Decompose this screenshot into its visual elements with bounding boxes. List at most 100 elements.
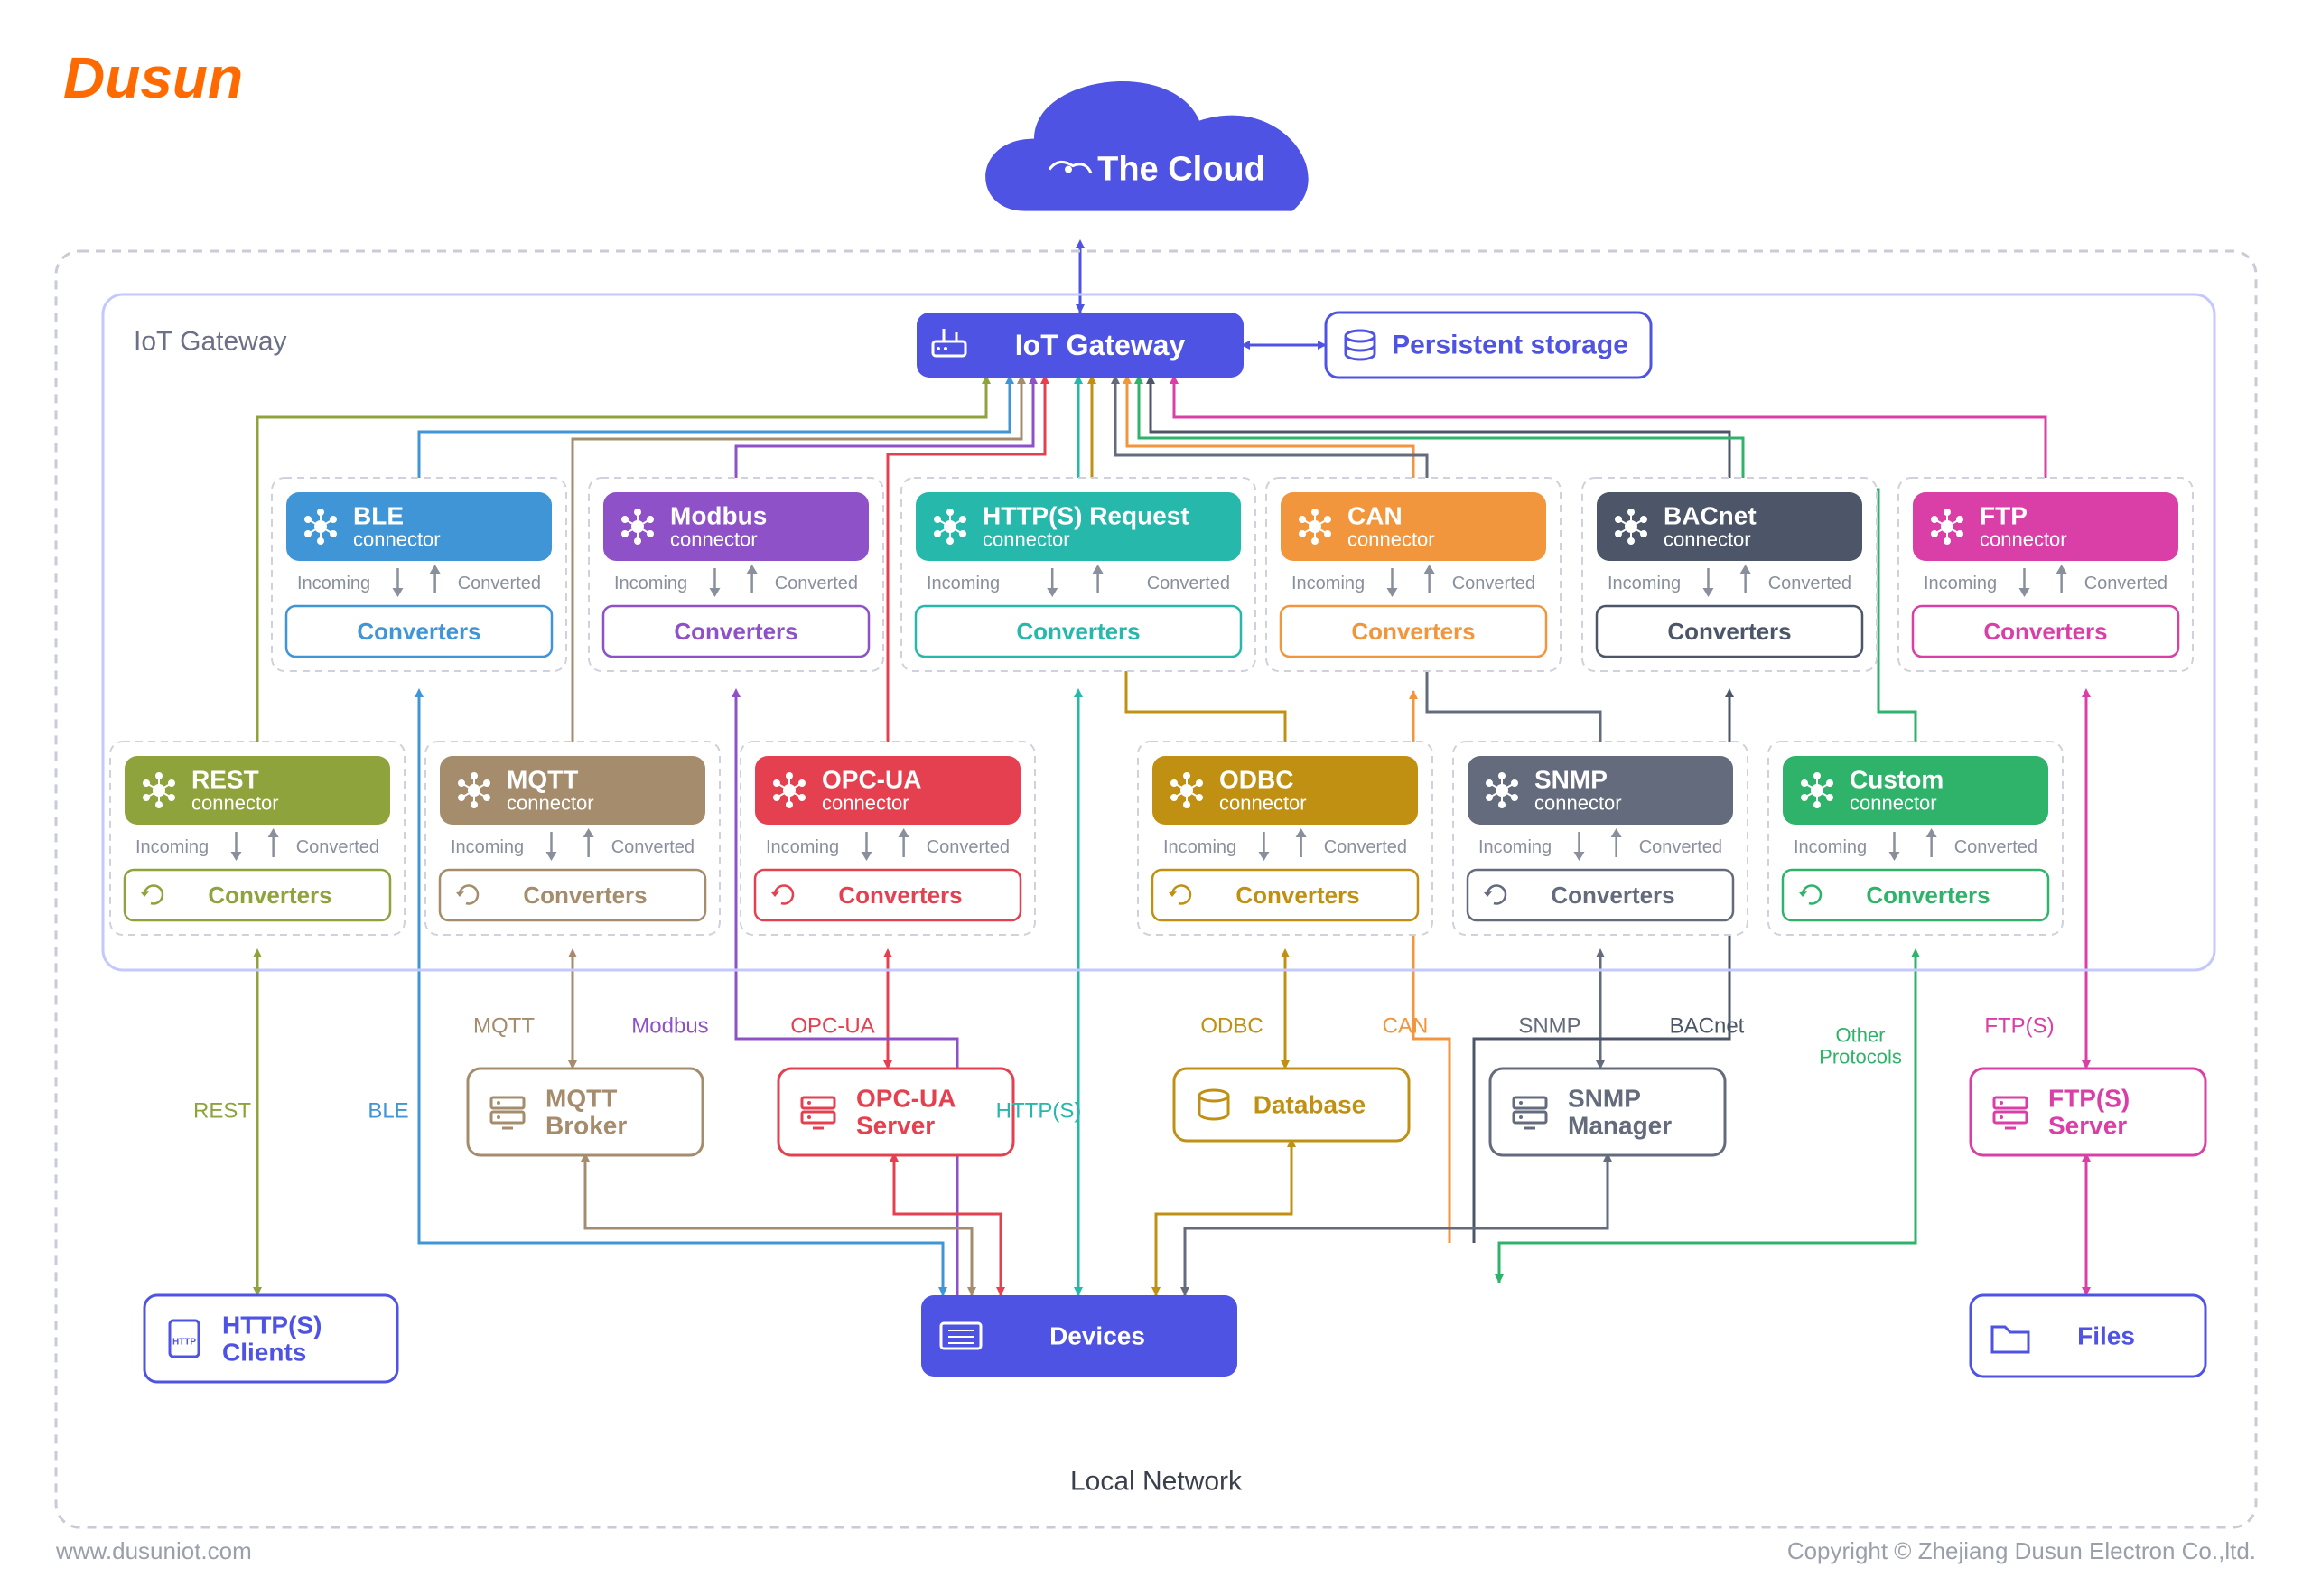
connector-odbc-converters: Converters bbox=[1235, 882, 1359, 909]
connector-ble-converters: Converters bbox=[357, 618, 480, 645]
connector-odbc-sublabel: connector bbox=[1219, 792, 1307, 815]
box-http_clients-label-1: Clients bbox=[222, 1339, 306, 1367]
box-devices-label-0: Devices bbox=[1049, 1322, 1145, 1350]
box-database: Database bbox=[1174, 1069, 1409, 1141]
connector-modbus: ModbusconnectorIncomingConvertedConverte… bbox=[589, 478, 883, 671]
connector-can-sublabel: connector bbox=[1347, 528, 1435, 551]
connector-can-incoming: Incoming bbox=[1291, 574, 1365, 593]
connector-mqtt-title: MQTT bbox=[507, 766, 578, 794]
connector-custom-converted: Converted bbox=[1954, 837, 2037, 857]
connector-bacnet-converted: Converted bbox=[1768, 574, 1851, 593]
connector-custom: Customconnector Incoming Converted Converte… bbox=[1768, 742, 2063, 935]
iot-gateway-label: IoT Gateway bbox=[1015, 329, 1186, 361]
connector-opcua: OPC-UAconnector Incoming Converted Converte… bbox=[741, 742, 1035, 935]
connector-rest-converters: Converters bbox=[208, 882, 331, 909]
box-devices: Devices bbox=[921, 1295, 1237, 1377]
connector-ftp-sublabel: connector bbox=[1980, 528, 2067, 551]
connector-custom-converters: Converters bbox=[1866, 882, 1990, 909]
connector-custom-incoming: Incoming bbox=[1794, 837, 1867, 857]
connector-ftp-converters: Converters bbox=[1983, 618, 2107, 645]
connector-net-icon bbox=[143, 779, 150, 787]
connector-modbus-converters: Converters bbox=[674, 618, 797, 645]
connector-can: CANconnectorIncomingConvertedConverters bbox=[1266, 478, 1561, 671]
box-mqtt_broker-label-1: Broker bbox=[545, 1112, 627, 1140]
doc-http-icon: HTTP bbox=[172, 1338, 196, 1348]
connector-snmp-sublabel: connector bbox=[1534, 792, 1622, 815]
connector-mqtt-sublabel: connector bbox=[507, 792, 594, 815]
persistent-storage-box: Persistent storage bbox=[1326, 313, 1651, 378]
connector-opcua-title: OPC-UA bbox=[822, 766, 921, 794]
footer-url: www.dusuniot.com bbox=[56, 1537, 252, 1565]
box-ftps_server-label-0: FTP(S) bbox=[2048, 1085, 2130, 1113]
box-files-label-0: Files bbox=[2077, 1322, 2135, 1350]
edge-label-11: FTP(S) bbox=[1984, 1014, 2054, 1039]
connector-can-converters: Converters bbox=[1351, 618, 1475, 645]
connector-net-icon bbox=[1299, 516, 1306, 523]
brand-logo: Dusun bbox=[63, 45, 243, 110]
connector-custom-sublabel: connector bbox=[1850, 792, 1937, 815]
edge-label-9: BACnet bbox=[1670, 1014, 1745, 1039]
box-snmp_manager-label-0: SNMP bbox=[1568, 1085, 1641, 1113]
edge-label-7: CAN bbox=[1383, 1014, 1429, 1039]
connector-ftp-title: FTP bbox=[1980, 502, 2028, 530]
box-opcua_server-label-1: Server bbox=[856, 1112, 935, 1140]
edge-label-10-1: Protocols bbox=[1819, 1046, 1902, 1069]
connector-rest-title: REST bbox=[191, 766, 259, 794]
box-files: Files bbox=[1971, 1295, 2205, 1377]
label-local-network: Local Network bbox=[1070, 1467, 1243, 1497]
connector-odbc: ODBCconnectorIncomingConvertedConverters bbox=[1138, 742, 1432, 935]
connector-net-icon bbox=[1801, 779, 1808, 787]
connector-https-incoming: Incoming bbox=[927, 574, 1000, 593]
connector-mqtt-converted: Converted bbox=[611, 837, 695, 857]
connector-snmp-title: SNMP bbox=[1534, 766, 1608, 794]
connector-https: HTTP(S) RequestconnectorIncomingConverte… bbox=[901, 478, 1255, 671]
connector-modbus-incoming: Incoming bbox=[614, 574, 687, 593]
box-database-label-0: Database bbox=[1254, 1091, 1366, 1119]
connector-snmp-converted: Converted bbox=[1639, 837, 1722, 857]
connector-custom-title: Custom bbox=[1850, 766, 1944, 794]
connector-mqtt: MQTTconnectorIncomingConvertedConverters bbox=[425, 742, 720, 935]
connector-bacnet-converters: Converters bbox=[1667, 618, 1791, 645]
connector-https-converters: Converters bbox=[1016, 618, 1140, 645]
connector-ftp-converted: Converted bbox=[2084, 574, 2168, 593]
cloud-node: The Cloud bbox=[985, 81, 1308, 211]
box-ftps_server: FTP(S)Server bbox=[1971, 1069, 2205, 1155]
connector-odbc-title: ODBC bbox=[1219, 766, 1293, 794]
connector-opcua-converters: Converters bbox=[838, 882, 962, 909]
connector-net-icon bbox=[1486, 779, 1493, 787]
edge-label-2: MQTT bbox=[473, 1014, 535, 1039]
connector-ble-title: BLE bbox=[353, 502, 404, 530]
connector-net-icon bbox=[934, 516, 941, 523]
box-mqtt_broker-label-0: MQTT bbox=[545, 1085, 617, 1113]
connector-can-converted: Converted bbox=[1452, 574, 1535, 593]
connector-net-icon bbox=[1615, 516, 1622, 523]
box-mqtt_broker: MQTTBroker bbox=[468, 1069, 703, 1155]
edge-label-4: OPC-UA bbox=[790, 1014, 874, 1039]
label-iot-gateway-frame: IoT Gateway bbox=[134, 327, 287, 357]
connector-odbc-converted: Converted bbox=[1324, 837, 1407, 857]
connector-net-icon bbox=[458, 779, 465, 787]
connector-net-icon bbox=[304, 516, 312, 523]
connector-bacnet: BACnetconnectorIncomingConvertedConverte… bbox=[1582, 478, 1877, 671]
connector-snmp: SNMPconnectorIncomingConvertedConverters bbox=[1453, 742, 1748, 935]
connector-rest-incoming: Incoming bbox=[135, 837, 209, 857]
connector-rest: RESTconnectorIncomingConvertedConverters bbox=[110, 742, 405, 935]
edge-label-8: SNMP bbox=[1518, 1014, 1580, 1039]
box-opcua_server: OPC-UAServer bbox=[778, 1069, 1013, 1155]
connector-net-icon bbox=[773, 779, 780, 787]
connector-opcua-sublabel: connector bbox=[822, 792, 909, 815]
connector-https-title: HTTP(S) Request bbox=[983, 502, 1189, 530]
connector-https-converted: Converted bbox=[1147, 574, 1230, 593]
edge-label-5: HTTP(S) bbox=[996, 1099, 1082, 1124]
connector-bacnet-sublabel: connector bbox=[1664, 528, 1751, 551]
connector-ble-sublabel: connector bbox=[353, 528, 441, 551]
box-http_clients-label-0: HTTP(S) bbox=[222, 1311, 322, 1339]
connector-opcua-incoming: Incoming bbox=[766, 837, 839, 857]
connector-snmp-incoming: Incoming bbox=[1478, 837, 1552, 857]
box-http_clients: HTTP HTTP(S)Clients bbox=[144, 1295, 397, 1382]
connector-net-icon bbox=[1170, 779, 1178, 787]
edge-label-6: ODBC bbox=[1200, 1014, 1263, 1039]
connector-ble-incoming: Incoming bbox=[297, 574, 370, 593]
persistent-storage-label: Persistent storage bbox=[1392, 331, 1628, 360]
connector-opcua-converted: Converted bbox=[927, 837, 1010, 857]
